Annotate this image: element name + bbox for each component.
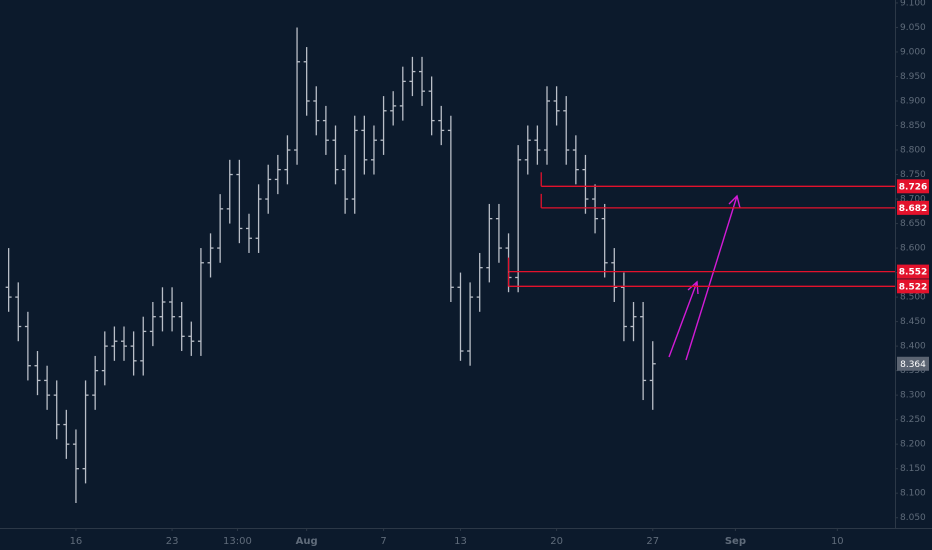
y-tick-label: 8.450 (900, 317, 926, 327)
y-tick-label: 8.850 (900, 121, 926, 131)
y-tick-label: 9.100 (900, 0, 926, 8)
y-tick-label: 8.750 (900, 170, 926, 180)
x-tick-label: 16 (70, 536, 83, 547)
x-tick-label: 20 (550, 536, 563, 547)
x-tick-label: 23 (166, 536, 179, 547)
y-tick-label: 8.800 (900, 146, 926, 156)
y-tick-label: 8.350 (900, 366, 926, 376)
drawings (668, 194, 741, 361)
y-tick-label: 8.700 (900, 195, 926, 205)
y-tick-label: 8.050 (900, 513, 926, 523)
y-tick-label: 8.100 (900, 489, 926, 499)
bars (5, 27, 656, 503)
level-label: 8.522 (899, 282, 927, 292)
y-tick-label: 8.200 (900, 440, 926, 450)
x-tick-label: 27 (646, 536, 659, 547)
level-label-bg (897, 200, 929, 215)
last-price-bg (897, 356, 929, 371)
x-tick-label: 7 (380, 536, 386, 547)
x-tick-label: 10 (831, 536, 844, 547)
y-tick-label: 8.250 (900, 415, 926, 425)
arrow-head (728, 194, 741, 209)
arrow-head (687, 280, 699, 295)
x-tick-label: Sep (725, 536, 746, 547)
level-label-bg (897, 264, 929, 279)
arrow (685, 195, 738, 361)
arrow (668, 281, 698, 358)
y-tick-label: 8.500 (900, 293, 926, 303)
level-label: 8.726 (899, 182, 927, 192)
y-tick-label: 8.300 (900, 391, 926, 401)
x-tick-label: 13 (454, 536, 467, 547)
y-tick-label: 8.650 (900, 219, 926, 229)
y-tick-label: 8.150 (900, 464, 926, 474)
y-tick-label: 9.050 (900, 23, 926, 33)
level-label-bg (897, 279, 929, 294)
y-tick-label: 8.400 (900, 342, 926, 352)
y-tick-label: 8.900 (900, 96, 926, 106)
x-tick-label: 13:00 (223, 536, 252, 547)
last-price-label: 8.364 (900, 360, 926, 370)
x-tick-label: Aug (296, 536, 318, 547)
y-tick-label: 9.000 (900, 47, 926, 57)
y-tick-label: 8.950 (900, 72, 926, 82)
level-label-bg (897, 179, 929, 194)
level-label: 8.552 (899, 268, 927, 278)
y-tick-label: 8.600 (900, 244, 926, 254)
level-label: 8.682 (899, 204, 927, 214)
